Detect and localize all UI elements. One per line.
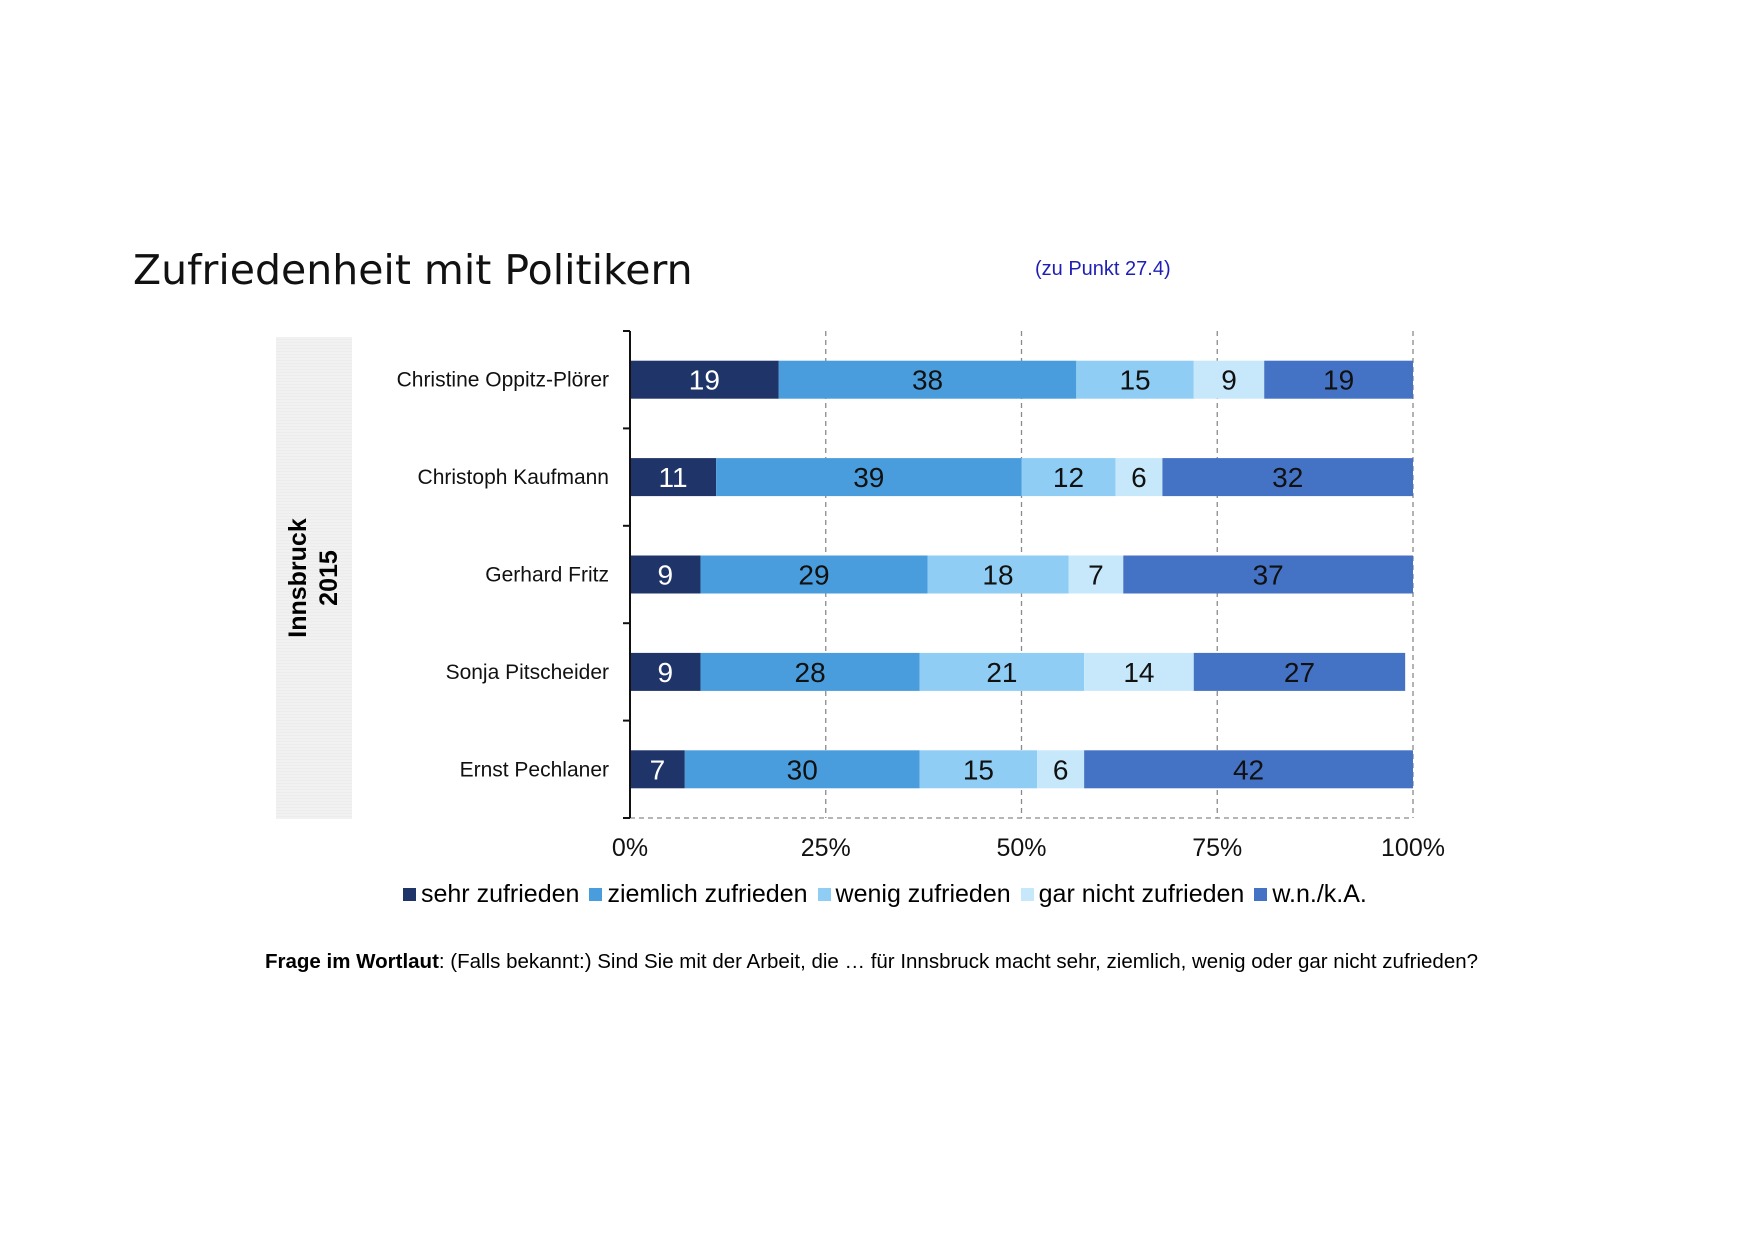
data-label: 19	[1323, 365, 1354, 396]
data-label: 21	[986, 657, 1017, 688]
x-tick-label: 100%	[1381, 834, 1445, 862]
data-label: 9	[657, 657, 673, 688]
data-label: 15	[1119, 365, 1150, 396]
legend-label: ziemlich zufrieden	[607, 880, 808, 908]
category-label: Christoph Kaufmann	[418, 466, 609, 489]
category-label: Gerhard Fritz	[485, 564, 609, 587]
bar-segment	[1021, 458, 1116, 497]
bar-segment	[919, 750, 1038, 789]
bar-segment	[684, 750, 920, 789]
legend-swatch	[403, 888, 416, 901]
bar-segment	[1084, 652, 1194, 691]
data-label: 9	[1221, 365, 1237, 396]
x-tick-label: 50%	[996, 834, 1046, 862]
data-label: 6	[1053, 754, 1069, 785]
data-label: 18	[982, 560, 1013, 591]
category-label: Sonja Pitscheider	[446, 661, 609, 684]
question-label: Frage im Wortlaut	[265, 950, 439, 973]
reference-note: (zu Punkt 27.4)	[1035, 258, 1171, 280]
legend-item: ziemlich zufrieden	[589, 880, 808, 909]
legend-label: sehr zufrieden	[421, 880, 580, 908]
bar-segment	[700, 652, 920, 691]
bar-segment	[1123, 555, 1413, 594]
side-label-panel	[276, 337, 352, 819]
bar-segment	[630, 360, 779, 399]
data-label: 29	[798, 560, 829, 591]
bar-segment	[630, 652, 701, 691]
page-title: Zufriedenheit mit Politikern	[133, 246, 693, 294]
bar-segment	[716, 458, 1022, 497]
data-label: 32	[1272, 462, 1303, 493]
bar-segment	[778, 360, 1077, 399]
stacked-bar-chart: 0% 25% 50% 75% 100% 19 38 15 9 19 Christine Oppitz…	[397, 330, 1445, 862]
bar-segment	[1193, 652, 1406, 691]
data-label: 42	[1233, 754, 1264, 785]
legend-label: w.n./k.A.	[1272, 880, 1367, 908]
legend-swatch	[1020, 888, 1034, 901]
bar-segment	[630, 555, 701, 594]
data-label: 14	[1123, 657, 1154, 688]
bar-segment	[919, 652, 1085, 691]
data-label: 7	[650, 754, 666, 785]
question-text: Frage im Wortlaut: (Falls bekannt:) Sind…	[265, 948, 1495, 975]
bar-segment	[630, 750, 685, 789]
legend-swatch	[1254, 888, 1268, 901]
legend-item: gar nicht zufrieden	[1020, 880, 1245, 909]
legend-swatch	[817, 888, 831, 901]
data-label: 39	[853, 462, 884, 493]
bar-segment	[1162, 458, 1413, 497]
x-tick-label: 0%	[612, 834, 648, 862]
legend-label: wenig zufrieden	[835, 880, 1011, 908]
x-tick-label: 25%	[801, 834, 851, 862]
x-tick-label: 75%	[1192, 834, 1242, 862]
legend-swatch	[589, 888, 603, 901]
legend-label: gar nicht zufrieden	[1038, 880, 1245, 908]
bar-segment	[1076, 360, 1194, 399]
bar-segment	[1193, 360, 1265, 399]
data-label: 7	[1088, 560, 1104, 591]
data-label: 38	[912, 365, 943, 396]
category-label: Ernst Pechlaner	[460, 758, 609, 781]
bar-segment	[1037, 750, 1085, 789]
bar-segment	[1084, 750, 1413, 789]
bar-segment	[927, 555, 1069, 594]
data-label: 6	[1131, 462, 1147, 493]
chart-legend: sehr zufrieden ziemlich zufrieden wenig zu…	[403, 880, 1377, 909]
data-label: 30	[787, 754, 818, 785]
data-label: 19	[689, 365, 720, 396]
bar-segment	[1264, 360, 1413, 399]
question-body: : (Falls bekannt:) Sind Sie mit der Arbe…	[438, 950, 1479, 973]
legend-item: sehr zufrieden	[403, 880, 579, 909]
data-label: 37	[1253, 560, 1284, 591]
bar-segment	[700, 555, 928, 594]
data-label: 12	[1053, 462, 1084, 493]
legend-item: w.n./k.A.	[1254, 880, 1367, 909]
bar-segment	[1068, 555, 1124, 594]
bar-segment	[1115, 458, 1163, 497]
data-label: 28	[795, 657, 826, 688]
bar-segment	[630, 458, 717, 497]
legend-item: wenig zufrieden	[817, 880, 1011, 909]
data-label: 27	[1284, 657, 1315, 688]
category-label: Christine Oppitz-Plörer	[397, 369, 609, 392]
data-label: 11	[659, 462, 688, 493]
data-label: 15	[963, 754, 994, 785]
data-label: 9	[657, 560, 673, 591]
